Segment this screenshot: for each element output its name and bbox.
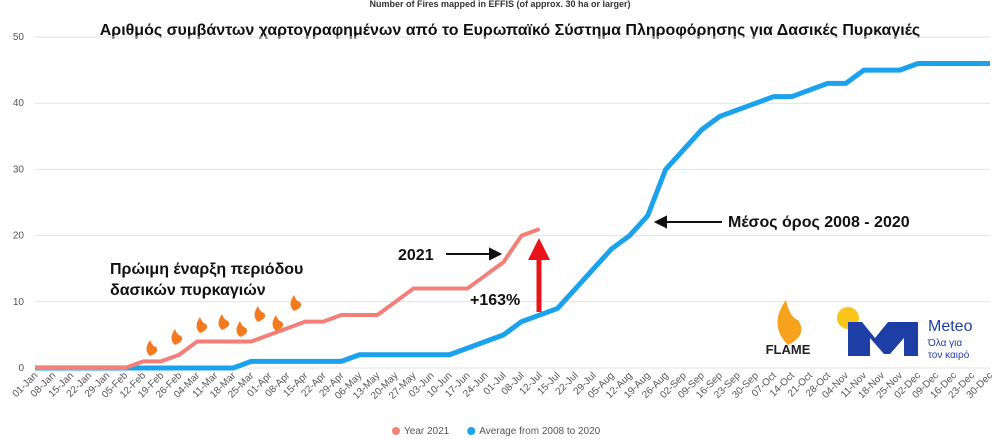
flame-logo: FLAME xyxy=(766,300,811,357)
y-tick-label: 30 xyxy=(13,164,25,175)
increase-arrow xyxy=(528,238,550,312)
logo-text: Όλα για xyxy=(927,338,962,349)
legend-label: Year 2021 xyxy=(404,426,450,437)
series-line xyxy=(35,227,541,370)
logo-text: FLAME xyxy=(766,342,811,357)
y-tick-label: 40 xyxy=(13,98,25,109)
fire-icons xyxy=(146,295,302,356)
meteo-logo: Meteo Όλα για τον καιρό xyxy=(837,307,973,361)
y-tick-label: 20 xyxy=(13,231,25,242)
y-tick-label: 10 xyxy=(13,297,25,308)
annotation: Μέσος όρος 2008 - 2020 xyxy=(728,214,910,231)
annotation: δασικών πυρκαγιών xyxy=(110,282,266,299)
legend-label: Average from 2008 to 2020 xyxy=(479,426,600,437)
annotation: Πρώιμη έναρξη περιόδου xyxy=(110,261,303,278)
series-line xyxy=(35,60,990,371)
arrow xyxy=(446,215,722,261)
logo-text: Meteo xyxy=(928,318,973,335)
annotation: +163% xyxy=(470,292,520,309)
legend-marker xyxy=(467,427,476,435)
y-tick-label: 50 xyxy=(13,32,25,43)
y-tick-label: 0 xyxy=(18,363,24,374)
chart-subtitle: Αριθμός συμβάντων χαρτογραφημένων από το… xyxy=(100,22,921,39)
annotation: 2021 xyxy=(398,247,434,264)
chart-title: Number of Fires mapped in EFFIS (of appr… xyxy=(369,0,630,9)
legend-marker xyxy=(392,427,400,435)
logo-text: τον καιρό xyxy=(928,349,970,361)
